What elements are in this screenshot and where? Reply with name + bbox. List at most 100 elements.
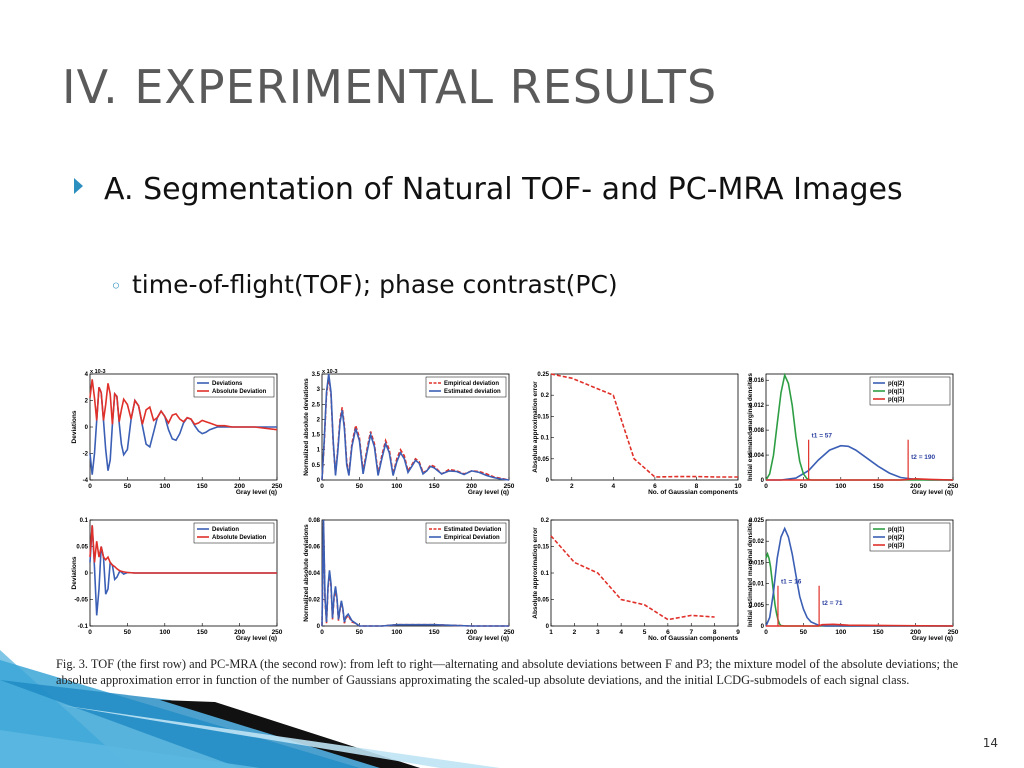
x-tick-label: 1	[549, 629, 553, 636]
threshold-label: t1 = 57	[812, 433, 833, 440]
series-line-3	[766, 623, 954, 627]
y-tick-label: 0.05	[76, 545, 88, 551]
x-tick-label: 5	[643, 629, 647, 636]
series-line-2	[321, 519, 509, 627]
y-tick-label: 0	[761, 624, 765, 630]
x-axis-label: Gray level (q)	[912, 635, 953, 642]
y-tick-label: 0.015	[749, 560, 765, 566]
y-axis-label: Normalized absolute deviations	[303, 524, 310, 622]
y-tick-label: 3	[317, 387, 321, 393]
x-tick-label: 2	[570, 483, 574, 490]
x-tick-label: 250	[504, 483, 515, 490]
x-tick-label: 0	[320, 629, 324, 636]
x-axis-label: Gray level (q)	[236, 635, 277, 642]
y-exponent-label: x 10-3	[90, 369, 106, 375]
x-tick-label: 200	[234, 483, 245, 490]
y-tick-label: 3.5	[312, 372, 321, 378]
y-tick-label: 0	[317, 624, 321, 630]
x-tick-label: 50	[800, 629, 808, 636]
x-tick-label: 100	[391, 629, 402, 636]
x-tick-label: 0	[88, 629, 92, 636]
x-tick-label: 150	[197, 629, 208, 636]
x-tick-label: 250	[948, 629, 959, 636]
legend-label: Estimated Deviation	[444, 527, 502, 533]
y-tick-label: 0.008	[749, 428, 765, 434]
y-tick-label: 0.1	[80, 518, 89, 524]
x-tick-label: 9	[736, 629, 740, 636]
x-tick-label: 50	[124, 629, 132, 636]
y-tick-label: 0	[317, 478, 321, 484]
series-line-2	[321, 373, 510, 481]
y-tick-label: 0	[546, 624, 550, 630]
x-tick-label: 0	[88, 483, 92, 490]
series-line-2	[89, 379, 278, 431]
y-tick-label: 0.012	[749, 403, 765, 409]
x-tick-label: 100	[835, 483, 846, 490]
bullet-arrow-icon	[74, 178, 83, 194]
y-tick-label: 0.15	[537, 545, 549, 551]
chart-8: 0 50 100 150 200 250 0 0.005 0.01 0.015 0.02 0.025 G…	[747, 518, 959, 642]
legend-label: p(q|2)	[888, 381, 904, 387]
x-tick-label: 250	[272, 629, 283, 636]
figure-caption: Fig. 3. TOF (the first row) and PC-MRA (…	[56, 657, 959, 687]
x-tick-label: 250	[504, 629, 515, 636]
y-tick-label: 0	[85, 571, 89, 577]
y-tick-label: 0.05	[537, 598, 549, 604]
x-axis-label: No. of Gaussian components	[648, 635, 738, 642]
y-tick-label: 0.08	[308, 518, 320, 524]
x-tick-label: 0	[320, 483, 324, 490]
legend-label: p(q|3)	[888, 543, 904, 549]
bullet-text: A. Segmentation of Natural TOF- and PC-M…	[104, 172, 903, 207]
y-tick-label: -4	[83, 478, 89, 484]
y-tick-label: 0.1	[541, 571, 550, 577]
legend-label: Absolute Deviation	[212, 535, 267, 541]
chart-3: 2 4 6 8 10 0 0.05 0.1 0.15 0.2 0.25 No. of Gaussian…	[532, 372, 742, 496]
x-tick-label: 200	[910, 629, 921, 636]
y-tick-label: 0.1	[541, 436, 550, 442]
y-axis-label: Initial estimated marginal densities	[747, 519, 754, 627]
chart-5: 0 50 100 150 200 250 -0.1 -0.05 0 0.05 0.1 Gray lev…	[71, 518, 283, 642]
chart-2: 0 50 100 150 200 250 0 0.5 1 1.5 2 2.5 3 3.5 x 10-3 Gra…	[303, 369, 515, 496]
y-tick-label: 2	[317, 417, 321, 423]
legend-box	[425, 376, 507, 398]
legend-box	[193, 522, 275, 544]
x-tick-label: 2	[573, 629, 577, 636]
plot-frame	[550, 519, 739, 627]
x-tick-label: 6	[653, 483, 657, 490]
x-tick-label: 250	[948, 483, 959, 490]
y-tick-label: 0.02	[752, 539, 764, 545]
series-line-2	[765, 526, 953, 627]
x-axis-label: Gray level (q)	[468, 635, 509, 642]
x-tick-label: 100	[159, 483, 170, 490]
series-line-1	[550, 535, 715, 621]
y-tick-label: 0.01	[752, 582, 764, 588]
x-tick-label: 10	[734, 483, 742, 490]
y-tick-label: 0.016	[749, 378, 765, 384]
plot-frame	[550, 373, 739, 481]
x-tick-label: 100	[391, 483, 402, 490]
chart-4: 0 50 100 150 200 250 0 0.004 0.008 0.012 0.016 Gray…	[747, 373, 959, 496]
legend-label: p(q|2)	[888, 535, 904, 541]
x-tick-label: 8	[713, 629, 717, 636]
y-axis-label: Deviations	[71, 410, 78, 443]
y-tick-label: 1.5	[312, 433, 321, 439]
x-tick-label: 7	[689, 629, 693, 636]
y-axis-label: Normalized absolute deviations	[303, 378, 310, 476]
y-tick-label: 0.2	[541, 393, 550, 399]
y-tick-label: 0	[546, 478, 550, 484]
x-tick-label: 50	[356, 629, 364, 636]
x-tick-label: 150	[429, 483, 440, 490]
x-tick-label: 150	[197, 483, 208, 490]
y-tick-label: 0.004	[749, 453, 765, 459]
y-axis-label: Absolute approximation error	[532, 381, 539, 473]
y-tick-label: 0.25	[537, 372, 549, 378]
x-tick-label: 200	[466, 483, 477, 490]
x-axis-label: Gray level (q)	[468, 489, 509, 496]
legend-label: Deviation	[212, 527, 239, 533]
x-tick-label: 0	[764, 483, 768, 490]
x-tick-label: 250	[272, 483, 283, 490]
legend-label: Empirical deviation	[444, 381, 499, 387]
series-line-3	[766, 477, 954, 481]
x-tick-label: 0	[764, 629, 768, 636]
slide-title: IV. EXPERIMENTAL RESULTS	[62, 60, 718, 114]
